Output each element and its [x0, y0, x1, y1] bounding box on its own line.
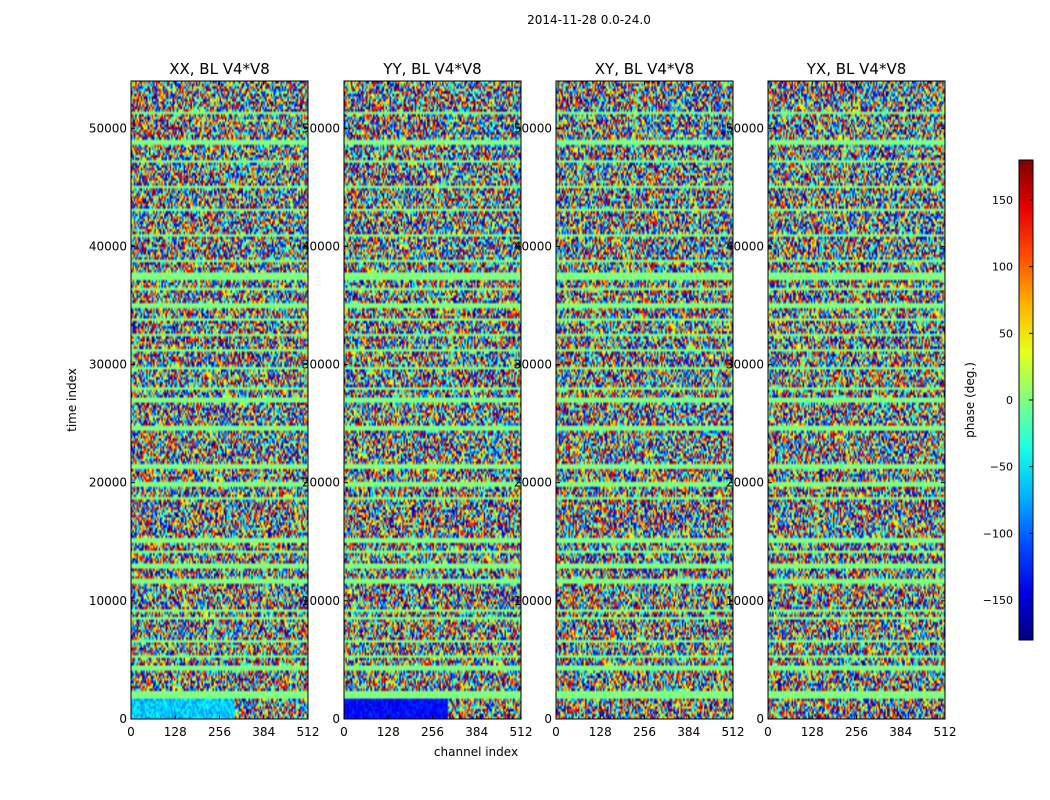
y-tick-label: 0	[332, 712, 340, 726]
x-tick-label: 0	[340, 725, 348, 739]
panel-xy: XY, BL V4*V8 0 128 256 384 512 0 10000 20000 3000…	[514, 60, 745, 739]
x-tick-label: 128	[801, 725, 824, 739]
x-tick-label: 0	[764, 725, 772, 739]
y-tick-label: 20000	[514, 476, 552, 490]
y-tick-label: 30000	[302, 358, 340, 372]
y-tick-label: 0	[544, 712, 552, 726]
x-tick-label: 0	[127, 725, 135, 739]
x-tick-label: 512	[934, 725, 957, 739]
y-tick-label: 50000	[726, 121, 764, 135]
y-tick-label: 50000	[514, 121, 552, 135]
x-tick-label: 256	[845, 725, 868, 739]
panel-title: XY, BL V4*V8	[595, 60, 695, 78]
y-tick-label: 50000	[302, 121, 340, 135]
panel-yx: YX, BL V4*V8 0 128 256 384 512 0 10000 20000 3000…	[726, 60, 957, 739]
y-tick-label: 30000	[726, 358, 764, 372]
y-tick-label: 20000	[726, 476, 764, 490]
x-tick-label: 256	[633, 725, 656, 739]
panel-title: YY, BL V4*V8	[382, 60, 481, 78]
y-axis-label: time index	[65, 368, 79, 432]
colorbar-tick-label: 150	[992, 194, 1013, 207]
y-tick-label: 50000	[89, 121, 127, 135]
heatmap-yx	[768, 81, 945, 719]
colorbar-tick-label: 0	[1006, 394, 1013, 407]
panel-yy: YY, BL V4*V8 0 128 256 384 512 0 10000 20000 3000…	[302, 60, 533, 739]
y-tick-label: 20000	[89, 476, 127, 490]
x-tick-label: 384	[889, 725, 912, 739]
y-tick-label: 10000	[726, 594, 764, 608]
panel-title: XX, BL V4*V8	[169, 60, 270, 78]
y-tick-label: 10000	[514, 594, 552, 608]
x-tick-label: 384	[677, 725, 700, 739]
y-tick-label: 40000	[514, 239, 552, 253]
x-tick-label: 0	[552, 725, 560, 739]
y-tick-label: 20000	[302, 476, 340, 490]
x-tick-label: 128	[164, 725, 187, 739]
colorbar: −150 −100 −50 0 50 100 150 phase (deg.)	[963, 159, 1034, 641]
x-tick-label: 512	[722, 725, 745, 739]
colorbar-tick-label: 50	[999, 327, 1013, 340]
figure-title: 2014-11-28 0.0-24.0	[527, 13, 651, 27]
y-tick-label: 30000	[89, 358, 127, 372]
x-tick-label: 512	[510, 725, 533, 739]
y-tick-label: 30000	[514, 358, 552, 372]
x-tick-label: 384	[252, 725, 275, 739]
panel-title: YX, BL V4*V8	[806, 60, 907, 78]
colorbar-tick-label: −50	[990, 461, 1013, 474]
heatmap-yy	[344, 81, 521, 719]
colorbar-tick-label: 100	[992, 261, 1013, 274]
y-tick-label: 40000	[89, 239, 127, 253]
y-tick-label: 40000	[726, 239, 764, 253]
x-tick-label: 256	[421, 725, 444, 739]
x-tick-label: 128	[589, 725, 612, 739]
panel-xx: XX, BL V4*V8 0 128 256 384 512 0 10000 20000 3000…	[89, 60, 320, 739]
y-tick-label: 10000	[89, 594, 127, 608]
y-tick-label: 40000	[302, 239, 340, 253]
x-tick-label: 384	[465, 725, 488, 739]
x-axis-label: channel index	[434, 745, 518, 759]
x-tick-label: 256	[208, 725, 231, 739]
y-tick-label: 10000	[302, 594, 340, 608]
heatmap-xy	[556, 81, 733, 719]
colorbar-label: phase (deg.)	[963, 362, 977, 438]
y-tick-label: 0	[119, 712, 127, 726]
heatmap-xx	[131, 81, 308, 719]
y-tick-label: 0	[756, 712, 764, 726]
x-tick-label: 128	[377, 725, 400, 739]
colorbar-tick-label: −100	[983, 527, 1013, 540]
colorbar-tick-label: −150	[983, 594, 1013, 607]
x-tick-label: 512	[297, 725, 320, 739]
